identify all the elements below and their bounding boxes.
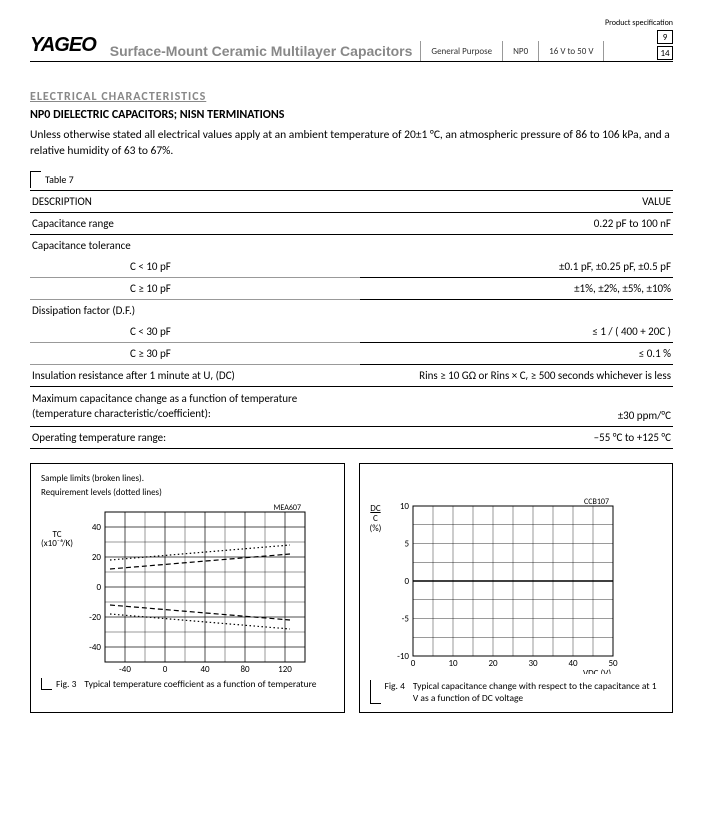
svg-text:20: 20	[92, 552, 102, 563]
table-row-desc: Operating temperature range:	[30, 426, 360, 448]
col-header-value: VALUE	[360, 191, 673, 213]
chart1-note1: Sample limits (broken lines).	[41, 474, 336, 484]
chart2-yaxis-label: DC C (%)	[370, 504, 382, 674]
svg-text:-20: -20	[89, 612, 101, 623]
table-label: Table 7	[30, 171, 673, 188]
svg-text:0: 0	[96, 582, 101, 593]
header-cell-dielectric: NP0	[503, 41, 539, 61]
intro-text: Unless otherwise stated all electrical v…	[30, 128, 673, 159]
charts-row: Sample limits (broken lines). Requiremen…	[30, 463, 673, 713]
svg-text:-40: -40	[119, 664, 131, 672]
fig4-label: Fig. 4 Typical capacitance change with r…	[370, 680, 665, 704]
table-row-value	[360, 235, 673, 257]
table-row-desc: Dissipation factor (D.F.)	[30, 300, 360, 322]
brand-logo: YAGEO	[30, 34, 96, 57]
table-row-desc: C < 30 pF	[30, 321, 360, 343]
table-row-desc: Capacitance tolerance	[30, 235, 360, 257]
svg-text:40: 40	[569, 658, 579, 669]
chart-box-2: DC C (%) CCB10701020304050-10-50510VDC (…	[359, 463, 674, 713]
chart1-note2: Requirement levels (dotted lines)	[41, 488, 336, 498]
table-row-value: ±0.1 pF, ±0.25 pF, ±0.5 pF	[360, 256, 673, 278]
product-title: Surface-Mount Ceramic Multilayer Capacit…	[108, 41, 422, 61]
table-row-value: ±1%, ±2%, ±5%, ±10%	[360, 278, 673, 300]
table-row-desc: Insulation resistance after 1 minute at …	[30, 365, 360, 387]
svg-text:-5: -5	[402, 613, 410, 624]
section-heading: ELECTRICAL CHARACTERISTICS	[30, 90, 673, 104]
table-row-value: 0.22 pF to 100 nF	[360, 213, 673, 235]
table-row-value: ±30 ppm/°C	[360, 387, 673, 427]
table-row-value	[360, 300, 673, 322]
svg-text:30: 30	[529, 658, 539, 669]
page-number-current: 9	[657, 30, 673, 44]
chart-box-1: Sample limits (broken lines). Requiremen…	[30, 463, 345, 713]
svg-text:-10: -10	[398, 651, 410, 662]
svg-text:40: 40	[200, 664, 210, 672]
svg-text:0: 0	[405, 576, 410, 587]
table-row-desc: Maximum capacitance change as a function…	[30, 387, 360, 427]
svg-text:0: 0	[163, 664, 168, 672]
table-row-desc: C ≥ 10 pF	[30, 278, 360, 300]
table-row-desc: C < 10 pF	[30, 256, 360, 278]
header-cell-voltage: 16 V to 50 V	[539, 41, 604, 61]
svg-text:10: 10	[400, 501, 410, 512]
svg-text:5: 5	[405, 538, 410, 549]
spec-box: Product specification 9 14	[605, 18, 673, 60]
spec-table: DESCRIPTION VALUE Capacitance range0.22 …	[30, 190, 673, 449]
svg-text:0: 0	[411, 658, 416, 669]
svg-text:120: 120	[278, 664, 292, 672]
table-row-desc: C ≥ 30 pF	[30, 343, 360, 365]
table-row-value: ≤ 0.1 %	[360, 343, 673, 365]
page-header: YAGEO Surface-Mount Ceramic Multilayer C…	[30, 24, 673, 62]
svg-text:10: 10	[449, 658, 459, 669]
table-row-value: –55 °C to +125 °C	[360, 426, 673, 448]
svg-text:VDC (V): VDC (V)	[583, 668, 611, 674]
page-number-total: 14	[657, 46, 673, 60]
chart2-svg: CCB10701020304050-10-50510VDC (V)	[383, 494, 623, 674]
sub-heading: NP0 DIELECTRIC CAPACITORS; NISN TERMINAT…	[30, 108, 673, 122]
table-row-value: ≤ 1 / ( 400 + 20C )	[360, 321, 673, 343]
spec-label: Product specification	[605, 18, 673, 28]
table-row-desc: Capacitance range	[30, 213, 360, 235]
chart1-svg: MEA607-4004080120-40-2002040T (°C)	[75, 502, 315, 672]
svg-text:20: 20	[489, 658, 499, 669]
svg-text:40: 40	[92, 522, 102, 533]
table-row-value: Rins ≥ 10 GΩ or Rins × Cᵣ ≥ 500 seconds …	[360, 365, 673, 387]
header-cell-purpose: General Purpose	[421, 41, 503, 61]
chart1-yaxis-label: TC (x10⁻⁶/K)	[41, 530, 73, 672]
fig3-label: Fig. 3 Typical temperature coefficient a…	[41, 678, 336, 690]
svg-text:-40: -40	[89, 642, 101, 653]
svg-text:80: 80	[240, 664, 250, 672]
col-header-desc: DESCRIPTION	[30, 191, 360, 213]
